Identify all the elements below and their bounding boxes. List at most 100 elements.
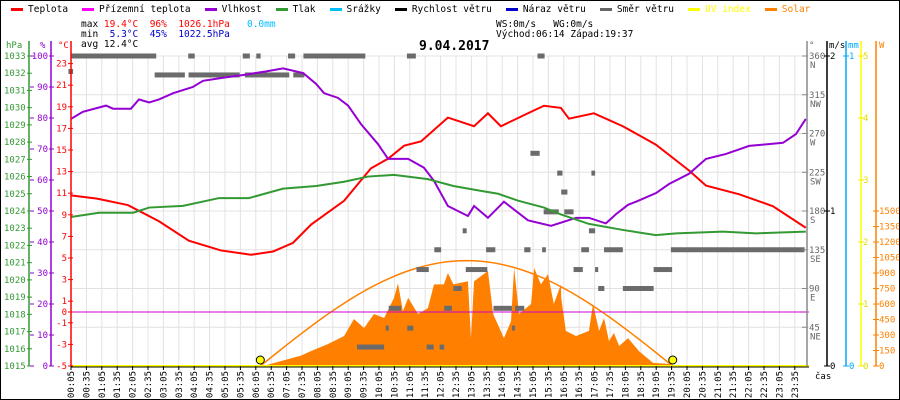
legend-label: Srážky <box>346 4 381 15</box>
pressure-tick-label: 1019 <box>4 293 26 303</box>
humidity-tick-label: 10 <box>37 331 48 341</box>
wind-direction-segment <box>154 72 185 78</box>
uv-tick-label: 5 <box>863 52 868 62</box>
max-temp: 19.4°C <box>103 19 139 30</box>
temperature-tick-label: 23 <box>56 60 67 70</box>
solar-area <box>263 267 673 366</box>
humidity-tick-label: 90 <box>37 83 48 93</box>
x-tick-label: 15:05 <box>529 371 539 398</box>
legend-label: UV index <box>705 4 751 15</box>
legend-swatch <box>329 8 342 11</box>
rain-tick-label: 0 <box>849 362 854 372</box>
temperature-axis-unit: °C <box>58 41 69 51</box>
x-tick-label: 03:35 <box>175 371 185 398</box>
x-tick-label: 19:05 <box>652 371 662 398</box>
x-tick-label: 20:35 <box>698 371 708 398</box>
x-tick-label: 17:35 <box>606 371 616 398</box>
direction-tick-label: 270 <box>809 130 825 140</box>
legend-label: Náraz větru <box>522 4 586 15</box>
humidity-tick-label: 20 <box>37 300 48 310</box>
humidity-tick-label: 30 <box>37 269 48 279</box>
wind-direction-segment <box>465 267 488 273</box>
wind-direction-segment <box>244 72 290 78</box>
uv-tick-label: 3 <box>863 176 868 186</box>
x-tick-label: 14:35 <box>514 371 524 398</box>
legend-label: Tlak <box>292 4 316 15</box>
solar-tick-label: 450 <box>879 316 895 326</box>
pressure-tick-label: 1021 <box>4 259 26 269</box>
wind-direction-segment <box>188 53 195 59</box>
x-tick-label: 01:35 <box>113 371 123 398</box>
wind-direction-segment <box>622 286 654 291</box>
wind-speed: WS:0m/s <box>496 19 537 30</box>
x-tick-label: 04:05 <box>190 371 200 398</box>
x-tick-label: 22:05 <box>745 371 755 398</box>
humidity-tick-label: 80 <box>37 114 48 124</box>
wind-direction-segment <box>288 53 296 59</box>
direction-tick-label: 180 <box>809 207 825 217</box>
x-tick-label: 07:35 <box>298 371 308 398</box>
wind-direction-segment <box>453 286 462 291</box>
wind-direction-segment <box>581 247 589 253</box>
wind-direction-segment <box>524 247 531 253</box>
temperature-tick-label: 17 <box>56 124 67 134</box>
wind-direction-segment <box>303 53 366 59</box>
wind-direction-segment <box>293 72 305 78</box>
wind-tick-label: 1 <box>830 207 835 217</box>
wind-direction-segment <box>426 344 434 350</box>
stats-max: max 19.4°C 96% 1026.1hPa 0.0mm <box>81 20 276 30</box>
temperature-tick-label: -1 <box>56 319 67 329</box>
solar-tick-label: 1350 <box>879 223 899 233</box>
direction-tick-compass: SE <box>810 255 821 265</box>
solar-tick-label: 0 <box>879 362 884 372</box>
legend-swatch <box>204 8 217 11</box>
x-tick-label: 11:35 <box>421 371 431 398</box>
x-tick-label: 13:05 <box>467 371 477 398</box>
direction-tick-label: 360 <box>809 52 825 62</box>
uv-tick-label: 4 <box>863 114 868 124</box>
wind-direction-segment <box>557 170 563 176</box>
pressure-tick-label: 1023 <box>4 224 26 234</box>
wind-direction-segment <box>242 53 250 59</box>
legend-item: Teplota <box>11 4 68 15</box>
wind-direction-segment <box>564 209 574 215</box>
x-tick-label: 08:05 <box>313 371 323 398</box>
legend-swatch <box>764 8 777 11</box>
x-axis-label: čas <box>815 371 831 382</box>
humidity-tick-label: 70 <box>37 145 48 155</box>
legend-label: Teplota <box>28 4 69 15</box>
direction-axis-unit: ° <box>809 41 814 51</box>
wind-direction-segment <box>416 267 429 273</box>
x-tick-label: 19:35 <box>668 371 678 398</box>
x-tick-label: 12:05 <box>437 371 447 398</box>
temperature-tick-label: 3 <box>62 276 67 286</box>
x-tick-label: 10:05 <box>375 371 385 398</box>
legend-item: UV index <box>688 4 751 15</box>
wind-direction-segment <box>462 228 467 234</box>
max-label: max <box>81 19 99 30</box>
legend-swatch <box>11 8 23 11</box>
legend-label: Vlhkost <box>221 4 262 15</box>
direction-tick-compass: S <box>810 216 815 226</box>
pressure-tick-label: 1032 <box>4 69 26 79</box>
humidity-tick-label: 50 <box>37 207 48 217</box>
sun-marker <box>255 355 265 365</box>
wind-direction-segment <box>653 267 673 273</box>
legend-item: Směr větru <box>599 4 674 15</box>
direction-tick-compass: N <box>810 61 815 71</box>
temperature-tick-label: -5 <box>56 362 67 372</box>
pressure-tick-label: 1028 <box>4 138 26 148</box>
avg-label: avg <box>81 39 99 50</box>
stats-wind: WS:0m/s WG:0m/s <box>496 20 593 30</box>
solar-axis-unit: W <box>879 41 885 51</box>
x-tick-label: 08:35 <box>329 371 339 398</box>
pressure-tick-label: 1022 <box>4 241 26 251</box>
wind-direction-segment <box>407 325 414 331</box>
legend-label: Rychlost větru <box>411 4 492 15</box>
legend-item: Náraz větru <box>505 4 586 15</box>
temperature-tick-label: 5 <box>62 254 67 264</box>
x-tick-label: 17:05 <box>591 371 601 398</box>
wind-direction-segment <box>604 247 623 253</box>
x-tick-label: 20:05 <box>683 371 693 398</box>
